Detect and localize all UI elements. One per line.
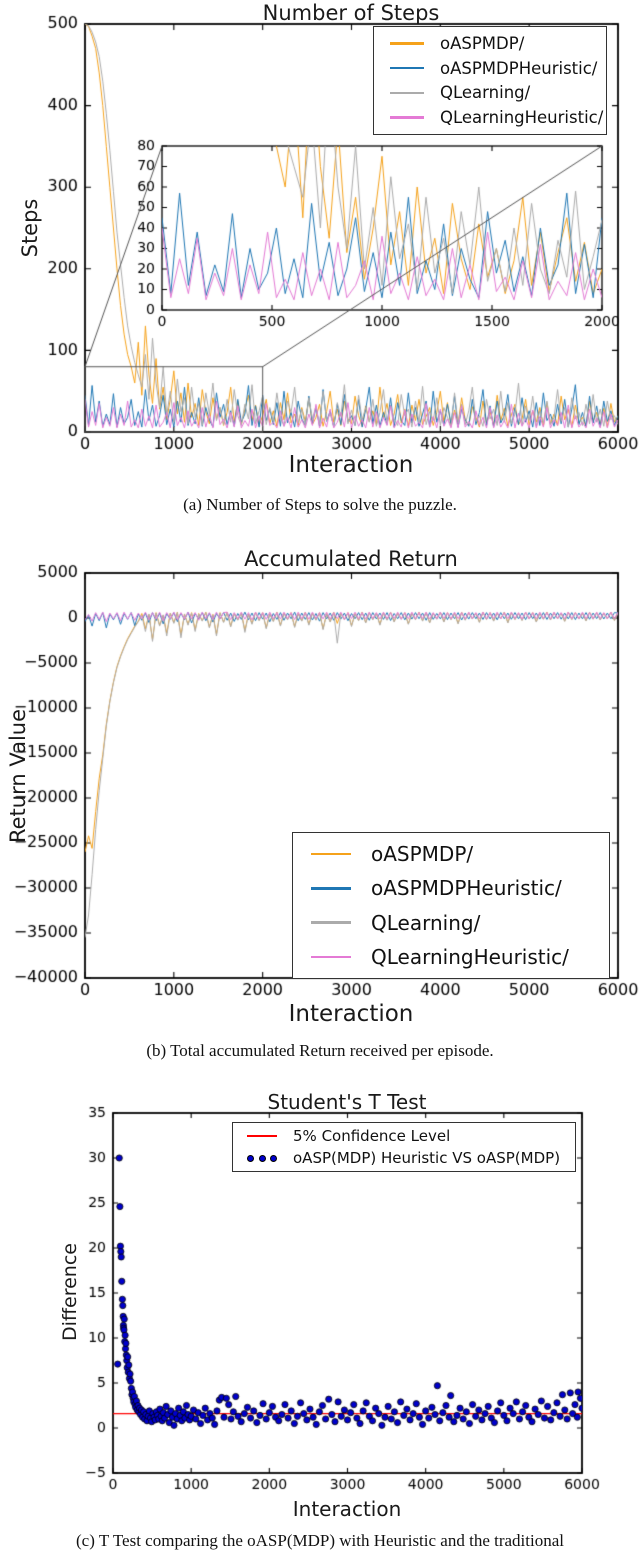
legend-label: oASP(MDP) Heuristic VS oASP(MDP)	[293, 1149, 561, 1167]
legend-label: QLearningHeuristic/	[371, 944, 569, 969]
legend-label: QLearningHeuristic/	[440, 108, 604, 128]
figure-c-legend: 5% Confidence Level oASP(MDP) Heuristic …	[232, 1122, 576, 1172]
legend-entry: oASPMDP/	[384, 34, 596, 53]
figure-b-title: Accumulated Return	[244, 547, 458, 571]
figure-b-caption: (b) Total accumulated Return received pe…	[146, 1041, 494, 1060]
figure-b-x-axis-label: Interaction	[288, 1001, 414, 1027]
legend-line-sample	[311, 887, 351, 890]
legend-line-sample	[247, 1134, 277, 1138]
legend-entry: oASPMDPHeuristic/	[303, 876, 599, 900]
legend-entry: QLearning/	[303, 911, 599, 935]
figure-b-legend: oASPMDP/ oASPMDPHeuristic/ QLearning/ QL…	[292, 832, 610, 979]
figure-c-caption: (c) T Test comparing the oASP(MDP) with …	[76, 1531, 564, 1550]
legend-entry: QLearningHeuristic/	[384, 108, 603, 127]
legend-entry: oASPMDPHeuristic/	[384, 58, 598, 78]
legend-entry-confidence-level: 5% Confidence Level	[243, 1127, 565, 1145]
figure-c-x-axis-label: Interaction	[292, 1497, 402, 1521]
figure-a-legend: oASPMDP/ oASPMDPHeuristic/ QLearning/ QL…	[373, 26, 607, 135]
legend-entry: QLearningHeuristic/	[303, 945, 599, 969]
legend-entry-scatter: oASP(MDP) Heuristic VS oASP(MDP)	[243, 1149, 565, 1167]
legend-label: oASPMDP/	[371, 842, 474, 867]
legend-label: oASPMDPHeuristic/	[371, 876, 562, 901]
legend-dots-sample	[247, 1154, 277, 1162]
legend-label: 5% Confidence Level	[293, 1127, 451, 1145]
legend-line-sample	[311, 852, 351, 856]
figure-a-caption: (a) Number of Steps to solve the puzzle.	[183, 495, 457, 514]
figure-c-title: Student's T Test	[267, 1090, 427, 1114]
figure-a-title: Number of Steps	[262, 1, 440, 25]
legend-line-sample	[390, 42, 424, 45]
legend-label: QLearning/	[371, 910, 481, 935]
legend-entry: QLearning/	[384, 83, 596, 102]
legend-line-sample	[311, 921, 351, 924]
legend-line-sample	[390, 91, 424, 95]
legend-line-sample	[311, 955, 351, 959]
legend-label: oASPMDP/	[440, 33, 525, 53]
legend-line-sample	[390, 66, 424, 70]
figure-a-x-axis-label: Interaction	[288, 452, 414, 478]
legend-line-sample	[390, 116, 424, 119]
legend-entry: oASPMDP/	[303, 842, 599, 866]
legend-label: oASPMDPHeuristic/	[440, 58, 598, 78]
legend-label: QLearning/	[440, 83, 531, 103]
